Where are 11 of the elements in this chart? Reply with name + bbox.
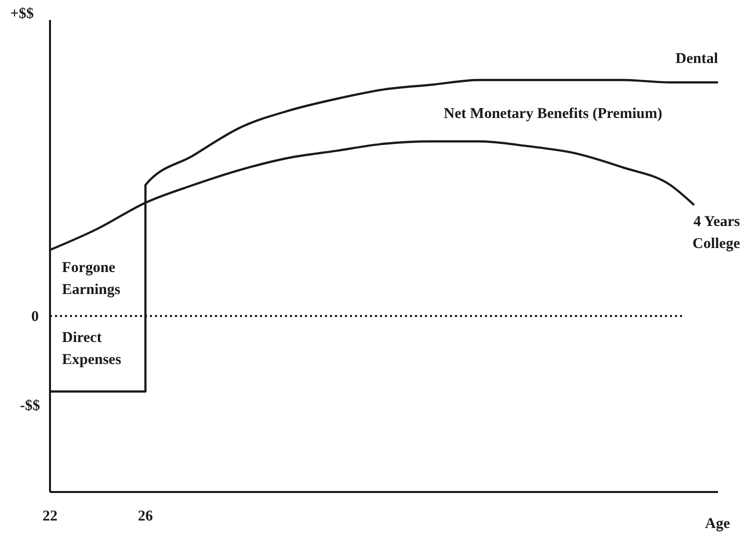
series-label: 4 Years College <box>692 214 740 252</box>
annotation: Direct Expenses <box>62 330 122 368</box>
text: +$$ <box>10 6 34 22</box>
text: -$$ <box>20 398 40 414</box>
annotation: Net Monetary Benefits (Premium) <box>444 106 662 122</box>
ref-line-label: 0 <box>31 309 39 325</box>
series-label: Dental <box>676 51 718 67</box>
x-axis-title: Age <box>705 516 730 532</box>
x-tick-label: 26 <box>138 508 154 525</box>
annotation: Forgone Earnings <box>62 260 121 298</box>
x-tick-label: 22 <box>42 508 58 525</box>
